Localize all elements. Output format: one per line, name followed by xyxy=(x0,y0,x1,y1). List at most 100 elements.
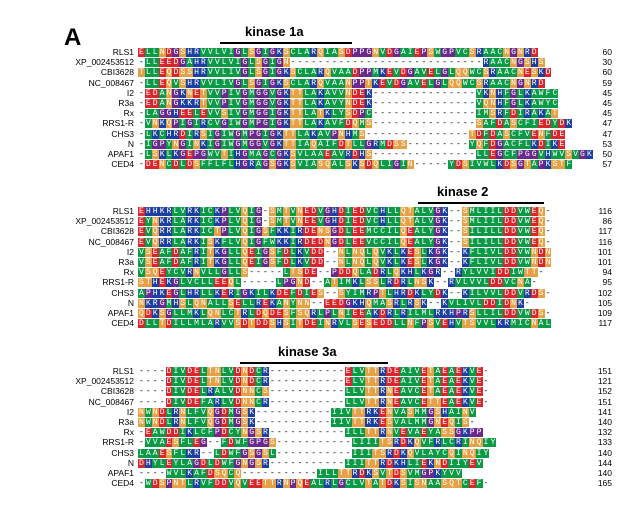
residue-end-number: 132 xyxy=(597,427,612,438)
sequence-name: CBI3628 xyxy=(100,67,134,78)
residue-end-number: 45 xyxy=(602,98,612,108)
sequence-name: CED4 xyxy=(111,318,134,329)
residue-end-number: 140 xyxy=(597,468,612,478)
alignment-row: CHS3 L A A E S F L K R - - L D W F G S G S L - - - - - - - - - - - I I I T S… xyxy=(0,447,638,458)
residue-end-number: 140 xyxy=(597,417,612,427)
residue-end-number: 86 xyxy=(602,216,612,227)
sequence-name: Rx xyxy=(123,108,134,119)
residue-end-number: 101 xyxy=(597,257,612,267)
alignment-row: RLS1 E H H K R L V R K I C K P L V Q I G - S M T V N E D V G H D I E D V C H… xyxy=(0,207,638,216)
residue-end-number: 57 xyxy=(602,159,612,170)
residue-end-number: 105 xyxy=(597,297,612,308)
sequence-name: RLS1 xyxy=(112,47,134,57)
alignment-row: CED4 - D E N C D L D S F F L F L H G R A G S G K S V I A S Q A L S K S D Q L… xyxy=(0,159,638,170)
sequence-name: Rx xyxy=(123,267,134,278)
domain-bar xyxy=(418,202,544,204)
residue-end-number: 60 xyxy=(602,47,612,57)
sequence-name: RLS1 xyxy=(112,206,134,216)
residue-end-number: 141 xyxy=(597,406,612,417)
domain-label: kinase 1a xyxy=(245,24,304,39)
residue-end-number: 133 xyxy=(597,437,612,448)
alignment-row: APAF1 - - - - W V L K A F D S Q C Q - - - - - - - - - - - I L L T T R D K S… xyxy=(0,469,638,478)
sequence-name: CBI3628 xyxy=(100,386,134,397)
sequence-name: CED4 xyxy=(111,478,134,489)
alignment-row: CED4 D L L T D I L L M L A R V V S D T D D S H S I T D E I N R V L S E S E D… xyxy=(0,318,638,329)
alignment-row: NC_008467 - - - - D I V D E F A R L V D N N C R - - - - - - - - - - - L… xyxy=(0,397,638,407)
alignment-row: XP_002453512 - L L E E D G A H R V V L V I G L S G I G N - - - - - -… xyxy=(0,57,638,68)
alignment-row: I2 V S E A F D A F R I T K G L L Q E I G S F D L K V D D - - N L N Q L Q V K L… xyxy=(0,246,638,257)
panel-letter: A xyxy=(64,24,82,51)
sequence-name: N xyxy=(127,138,134,149)
residue-end-number: 109 xyxy=(597,308,612,318)
residue-end-number: 30 xyxy=(602,57,612,68)
sequence-name: XP_002453512 xyxy=(75,376,134,387)
sequence-name: APAF1 xyxy=(107,149,134,159)
alignment-row: CBI3628 - - - - D I V D E L R A L V D N N C S - - - - - - - - - - - L L V… xyxy=(0,386,638,397)
alignment-block-kinase-1a: kinase 1a RLS1 E L L N D G S H R V V L V I G L S G I G K S C L A R… xyxy=(0,0,638,200)
sequence-name: NC_008467 xyxy=(88,77,134,88)
alignment-row: CHS3 A P H K E G L H R L L K E R I G K I L K D E F D I E S - - S Y I M R P T… xyxy=(0,288,638,298)
domain-bar xyxy=(220,42,352,44)
sequence-name: CHS3 xyxy=(111,447,134,458)
domain-label: kinase 2 xyxy=(437,184,489,199)
sequence-name: XP_002453512 xyxy=(75,57,134,68)
domain-label: kinase 3a xyxy=(278,344,337,359)
alignment-row: I2 N W N D L R N L F V Q G D M G S K - - - - - - - - - - - I I V T T R K E N V… xyxy=(0,406,638,417)
alignment-row: R3a V S E A F D A F R I T K G L L Q E I G S F D L K V D D - - N L N Q L Q V K… xyxy=(0,258,638,267)
alignment-row: CED4 - W D S P N T L R V F D D V Q V E E T T R N P Q E A L R L G C L V T A T… xyxy=(0,478,638,489)
alignment-row: APAF1 - L S K L K G E P G W V T I H G M A G C G K S V L A A E A V R D H S -… xyxy=(0,150,638,159)
residue-end-number: 47 xyxy=(602,128,612,139)
residue-end-number: 95 xyxy=(602,277,612,288)
residue-end-number: 45 xyxy=(602,108,612,119)
alignment-row: CBI3628 T L L E Q D S S H R V V L I V G L S G I G K S C L A R Q V A A D P… xyxy=(0,67,638,78)
alignment-row: RRS1-R - V V A E S F L E G - - F D W F G P G S - - - - - - - - - - - L I I… xyxy=(0,437,638,448)
sequence-name: XP_002453512 xyxy=(75,216,134,227)
sequence-name: RRS1-R xyxy=(102,277,134,288)
alignment-row: CBI3628 E V Q R R L A R K I C T P L V Q I G S F K K I R D E N S G D L E E… xyxy=(0,226,638,237)
residue-end-number: 45 xyxy=(602,87,612,98)
residue-end-number: 117 xyxy=(598,226,612,237)
alignment-row: RRS1-R - V N K Q P I G I R C V G I W G M P G I G K T T L A K A V F D Q M S… xyxy=(0,118,638,129)
sequence-name: CBI3628 xyxy=(100,226,134,237)
sequence-name: R3a xyxy=(118,257,134,267)
alignment-row: XP_002453512 - - - - D I V D E L T N L V D N D C R - - - - - - - - -… xyxy=(0,376,638,387)
residue-end-number: 151 xyxy=(597,366,612,376)
sequence-name: R3a xyxy=(118,417,134,427)
sequence-name: N xyxy=(127,457,134,468)
alignment-row: I2 - E D A N G K N E T V V P I V G M G G V G K T T L A K A V V N D E K - - - -… xyxy=(0,87,638,98)
sequence-name: RRS1-R xyxy=(102,118,134,129)
residue-end-number: 50 xyxy=(602,149,612,159)
sequence-name: RRS1-R xyxy=(102,437,134,448)
residue-end-number: 140 xyxy=(597,447,612,458)
alignment-block-kinase-2: kinase 2 RLS1 E H H K R L V R K I C K P L V Q I G - S M T V N E D V… xyxy=(0,0,638,329)
residue-end-number: 60 xyxy=(602,67,612,78)
sequence-name: RLS1 xyxy=(112,366,134,376)
residue-end-number: 101 xyxy=(597,246,612,257)
residue-end-number: 121 xyxy=(597,376,612,387)
